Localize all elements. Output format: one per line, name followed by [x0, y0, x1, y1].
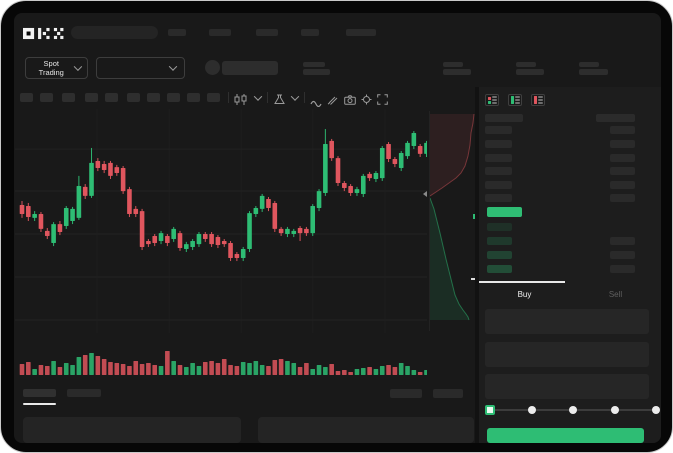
ticker-stat-value [303, 69, 330, 75]
bid-row-amount [610, 237, 635, 245]
volume-bars [15, 339, 429, 377]
ask-row-price[interactable] [485, 140, 512, 148]
ticker-stat-label [303, 62, 325, 67]
timeframe-button[interactable] [20, 93, 33, 102]
orderbook-layout-bids-icon[interactable] [508, 94, 522, 106]
table-action-placeholder[interactable] [390, 389, 422, 398]
table-action-placeholder[interactable] [433, 389, 463, 398]
candlestick-chart[interactable] [15, 109, 429, 333]
bid-row-amount [610, 251, 635, 259]
amount-slider-dot[interactable] [527, 406, 536, 414]
bid-row-amount [610, 265, 635, 273]
nav-item-placeholder[interactable] [256, 29, 278, 36]
orders-tab-active[interactable] [23, 389, 56, 397]
ticker-stat-value [516, 69, 544, 75]
draw-pencil-icon[interactable] [327, 92, 338, 110]
order-book-panel: Buy Sell [479, 87, 661, 443]
ask-row-amount [610, 140, 635, 148]
ask-row-amount [610, 181, 635, 189]
ask-row-amount [610, 154, 635, 162]
buy-submit-button[interactable] [487, 428, 644, 443]
order-form-field[interactable] [485, 374, 649, 399]
bid-row-price[interactable] [487, 237, 512, 245]
timeframe-button[interactable] [105, 93, 118, 102]
nav-item-placeholder[interactable] [168, 29, 186, 36]
amount-slider-dot[interactable] [652, 406, 660, 414]
orderbook-col-header [596, 114, 635, 122]
market-type-label: Spot Trading [38, 59, 64, 77]
ask-row-price[interactable] [485, 154, 512, 162]
trading-app-window: Spot Trading [14, 13, 661, 443]
timeframe-button[interactable] [62, 93, 75, 102]
amount-slider-dot[interactable] [610, 406, 619, 414]
orderbook-layout-both-icon[interactable] [485, 94, 499, 106]
ticker-stat-label [579, 62, 599, 67]
toolbar-divider [267, 92, 268, 103]
settings-gear-icon[interactable] [361, 92, 372, 110]
order-form-field[interactable] [485, 342, 649, 367]
ask-row-amount [610, 126, 635, 134]
line-tool-icon[interactable] [310, 94, 322, 112]
toolbar-divider [228, 92, 229, 103]
pair-name-placeholder [222, 61, 278, 75]
timeframe-button[interactable] [40, 93, 53, 102]
active-tab-underline [23, 403, 56, 405]
ask-row-amount [610, 167, 635, 175]
sell-tab-label: Sell [608, 289, 623, 299]
timeframe-button[interactable] [85, 93, 98, 102]
ask-row-amount [610, 194, 635, 202]
orders-tab[interactable] [67, 389, 101, 397]
last-price-bar [487, 207, 522, 217]
toolbar-divider [304, 92, 305, 103]
chevron-down-icon[interactable] [253, 92, 263, 101]
ticker-stat-value [443, 69, 471, 75]
collapse-depth-handle[interactable] [423, 191, 427, 197]
active-tab-indicator [479, 281, 565, 283]
indicators-icon[interactable] [273, 92, 286, 110]
ticker-stat-label [516, 62, 536, 67]
camera-icon[interactable] [344, 92, 356, 110]
orders-table-placeholder [23, 417, 241, 443]
amount-slider-dot[interactable] [569, 406, 577, 414]
chevron-down-icon [74, 62, 83, 71]
market-type-dropdown[interactable]: Spot Trading [25, 57, 88, 79]
order-form-field[interactable] [485, 309, 649, 334]
chevron-down-icon[interactable] [290, 92, 300, 101]
candle-type-icon[interactable] [234, 92, 250, 110]
orderbook-layout-asks-icon[interactable] [531, 94, 545, 106]
amount-slider-handle[interactable] [485, 405, 495, 415]
chevron-down-icon [168, 62, 178, 71]
buy-tab[interactable]: Buy [479, 283, 570, 305]
bid-row-price[interactable] [487, 251, 512, 259]
bid-row-price[interactable] [487, 265, 512, 273]
timeframe-button[interactable] [127, 93, 140, 102]
nav-item-placeholder[interactable] [346, 29, 376, 36]
buy-tab-label: Buy [517, 289, 532, 299]
ticker-stat-label [443, 62, 463, 67]
sell-tab[interactable]: Sell [570, 283, 661, 305]
ask-row-price[interactable] [485, 126, 512, 134]
panel-divider [475, 87, 479, 443]
search-input[interactable] [71, 26, 158, 39]
ask-row-price[interactable] [485, 194, 512, 202]
timeframe-button[interactable] [187, 93, 200, 102]
pair-selector-dropdown[interactable] [96, 57, 185, 79]
okx-logo [23, 27, 65, 40]
nav-item-placeholder[interactable] [209, 29, 231, 36]
ask-row-price[interactable] [485, 167, 512, 175]
bid-row-price[interactable] [487, 223, 512, 231]
coin-icon [205, 60, 220, 75]
ticker-stat-value [579, 69, 608, 75]
timeframe-button[interactable] [147, 93, 160, 102]
ask-row-price[interactable] [485, 181, 512, 189]
fullscreen-icon[interactable] [377, 92, 388, 110]
orders-table-placeholder [258, 417, 474, 443]
orderbook-col-header [485, 114, 523, 122]
depth-profile [429, 111, 477, 331]
nav-item-placeholder[interactable] [301, 29, 319, 36]
timeframe-button[interactable] [167, 93, 180, 102]
timeframe-button[interactable] [207, 93, 220, 102]
